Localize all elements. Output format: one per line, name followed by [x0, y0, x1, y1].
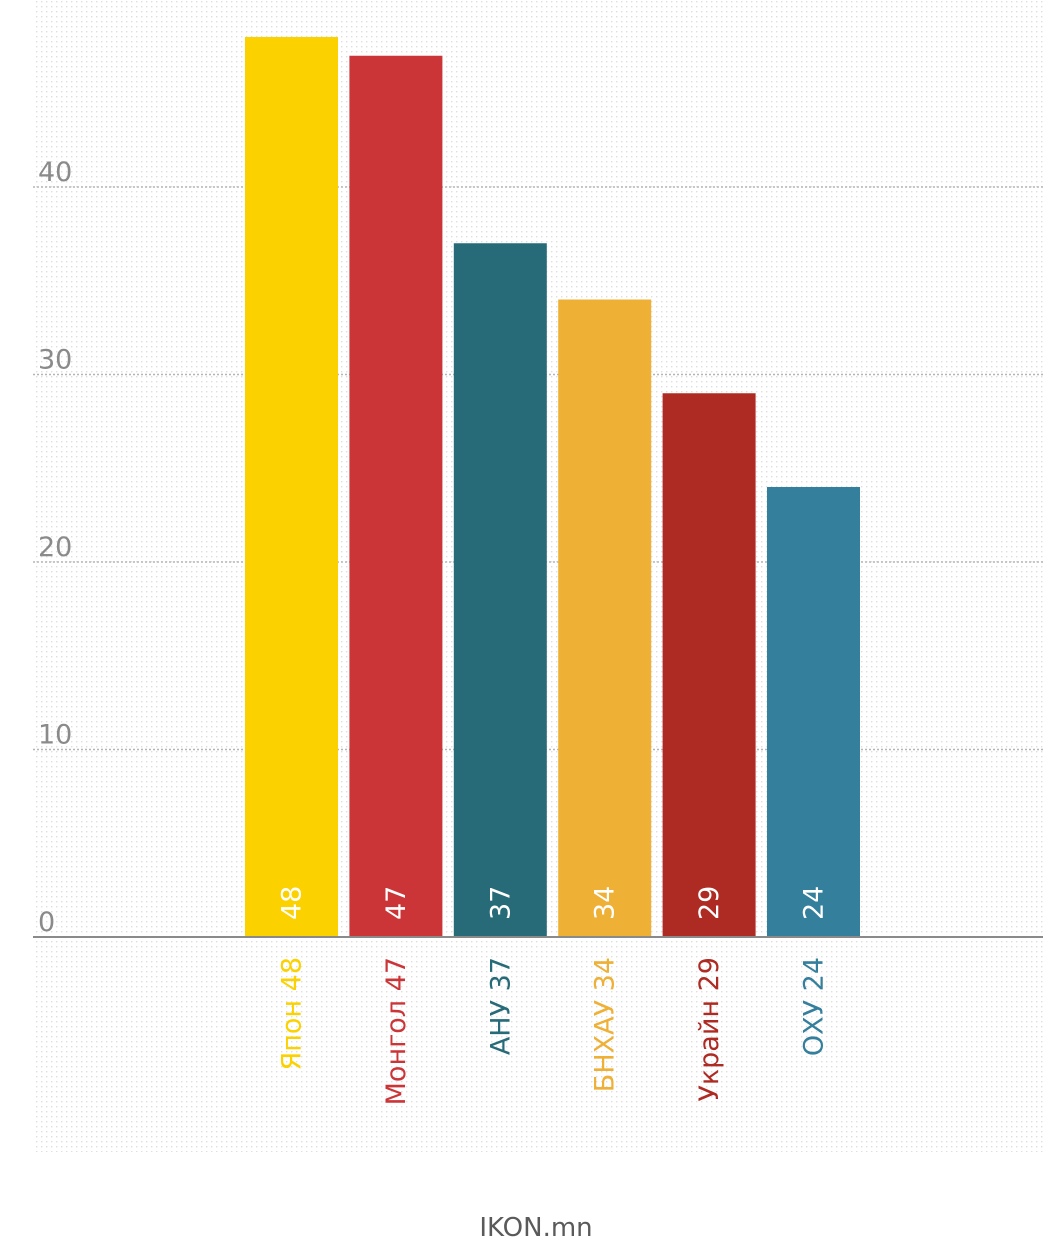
y-tick-label-20: 20 [38, 532, 72, 563]
bar-value-labels: 48 47 37 34 29 24 [277, 886, 830, 920]
bar-5 [662, 393, 756, 937]
bar-value-label-2: 47 [381, 886, 412, 920]
bar-value-label-6: 24 [799, 886, 830, 920]
bar-value-label-4: 34 [590, 886, 621, 920]
bar-6 [767, 487, 860, 937]
y-tick-label-0: 0 [38, 907, 55, 938]
category-label-5: Украйн 29 [694, 957, 725, 1102]
bar-3 [453, 243, 547, 937]
category-label-2: Монгол 47 [381, 957, 412, 1105]
bars [245, 37, 860, 937]
category-label-4: БНХАУ 34 [590, 957, 621, 1092]
bar-value-label-3: 37 [485, 886, 516, 920]
bar-4 [558, 299, 652, 937]
bar-value-label-1: 48 [277, 886, 308, 920]
bar-value-label-5: 29 [694, 886, 725, 920]
category-label-6: ОХУ 24 [799, 957, 830, 1056]
y-axis-tick-labels: 0 10 20 30 40 [38, 157, 72, 938]
category-label-3: АНУ 37 [485, 957, 516, 1055]
bar-1 [245, 37, 338, 937]
y-tick-label-30: 30 [38, 345, 72, 376]
category-labels: Япон 48 Монгол 47 АНУ 37 БНХАУ 34 Украйн 29 О… [277, 957, 830, 1105]
category-label-1: Япон 48 [277, 957, 308, 1071]
y-tick-label-10: 10 [38, 720, 72, 751]
y-tick-label-40: 40 [38, 157, 72, 188]
bar-2 [349, 55, 443, 937]
source-label: IKON.mn [479, 1213, 592, 1241]
